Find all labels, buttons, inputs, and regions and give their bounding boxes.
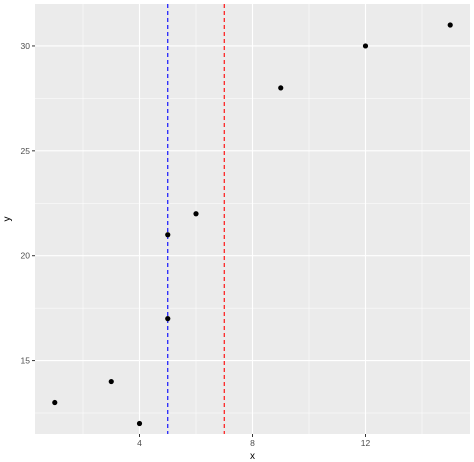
x-tick-label: 12 bbox=[361, 438, 371, 448]
x-tick-label: 4 bbox=[137, 438, 142, 448]
y-tick-label: 30 bbox=[21, 41, 31, 51]
data-point bbox=[278, 85, 284, 91]
data-point bbox=[165, 316, 171, 322]
data-points bbox=[52, 22, 453, 427]
reference-lines bbox=[167, 4, 225, 434]
y-tick-label: 15 bbox=[21, 356, 31, 366]
major-gridlines bbox=[35, 4, 470, 434]
data-point bbox=[447, 22, 453, 28]
y-axis: 15 20 25 30 bbox=[21, 41, 35, 366]
data-point bbox=[165, 232, 171, 238]
x-tick-label: 8 bbox=[250, 438, 255, 448]
y-tick-label: 20 bbox=[21, 251, 31, 261]
data-point bbox=[193, 211, 199, 217]
x-axis: 4 8 12 bbox=[137, 434, 370, 448]
y-axis-title: y bbox=[2, 217, 13, 222]
data-point bbox=[108, 378, 114, 385]
data-point bbox=[136, 420, 143, 427]
data-point bbox=[52, 399, 58, 406]
data-point bbox=[362, 43, 369, 49]
y-tick-label: 25 bbox=[21, 146, 31, 156]
x-axis-title: x bbox=[250, 451, 255, 462]
